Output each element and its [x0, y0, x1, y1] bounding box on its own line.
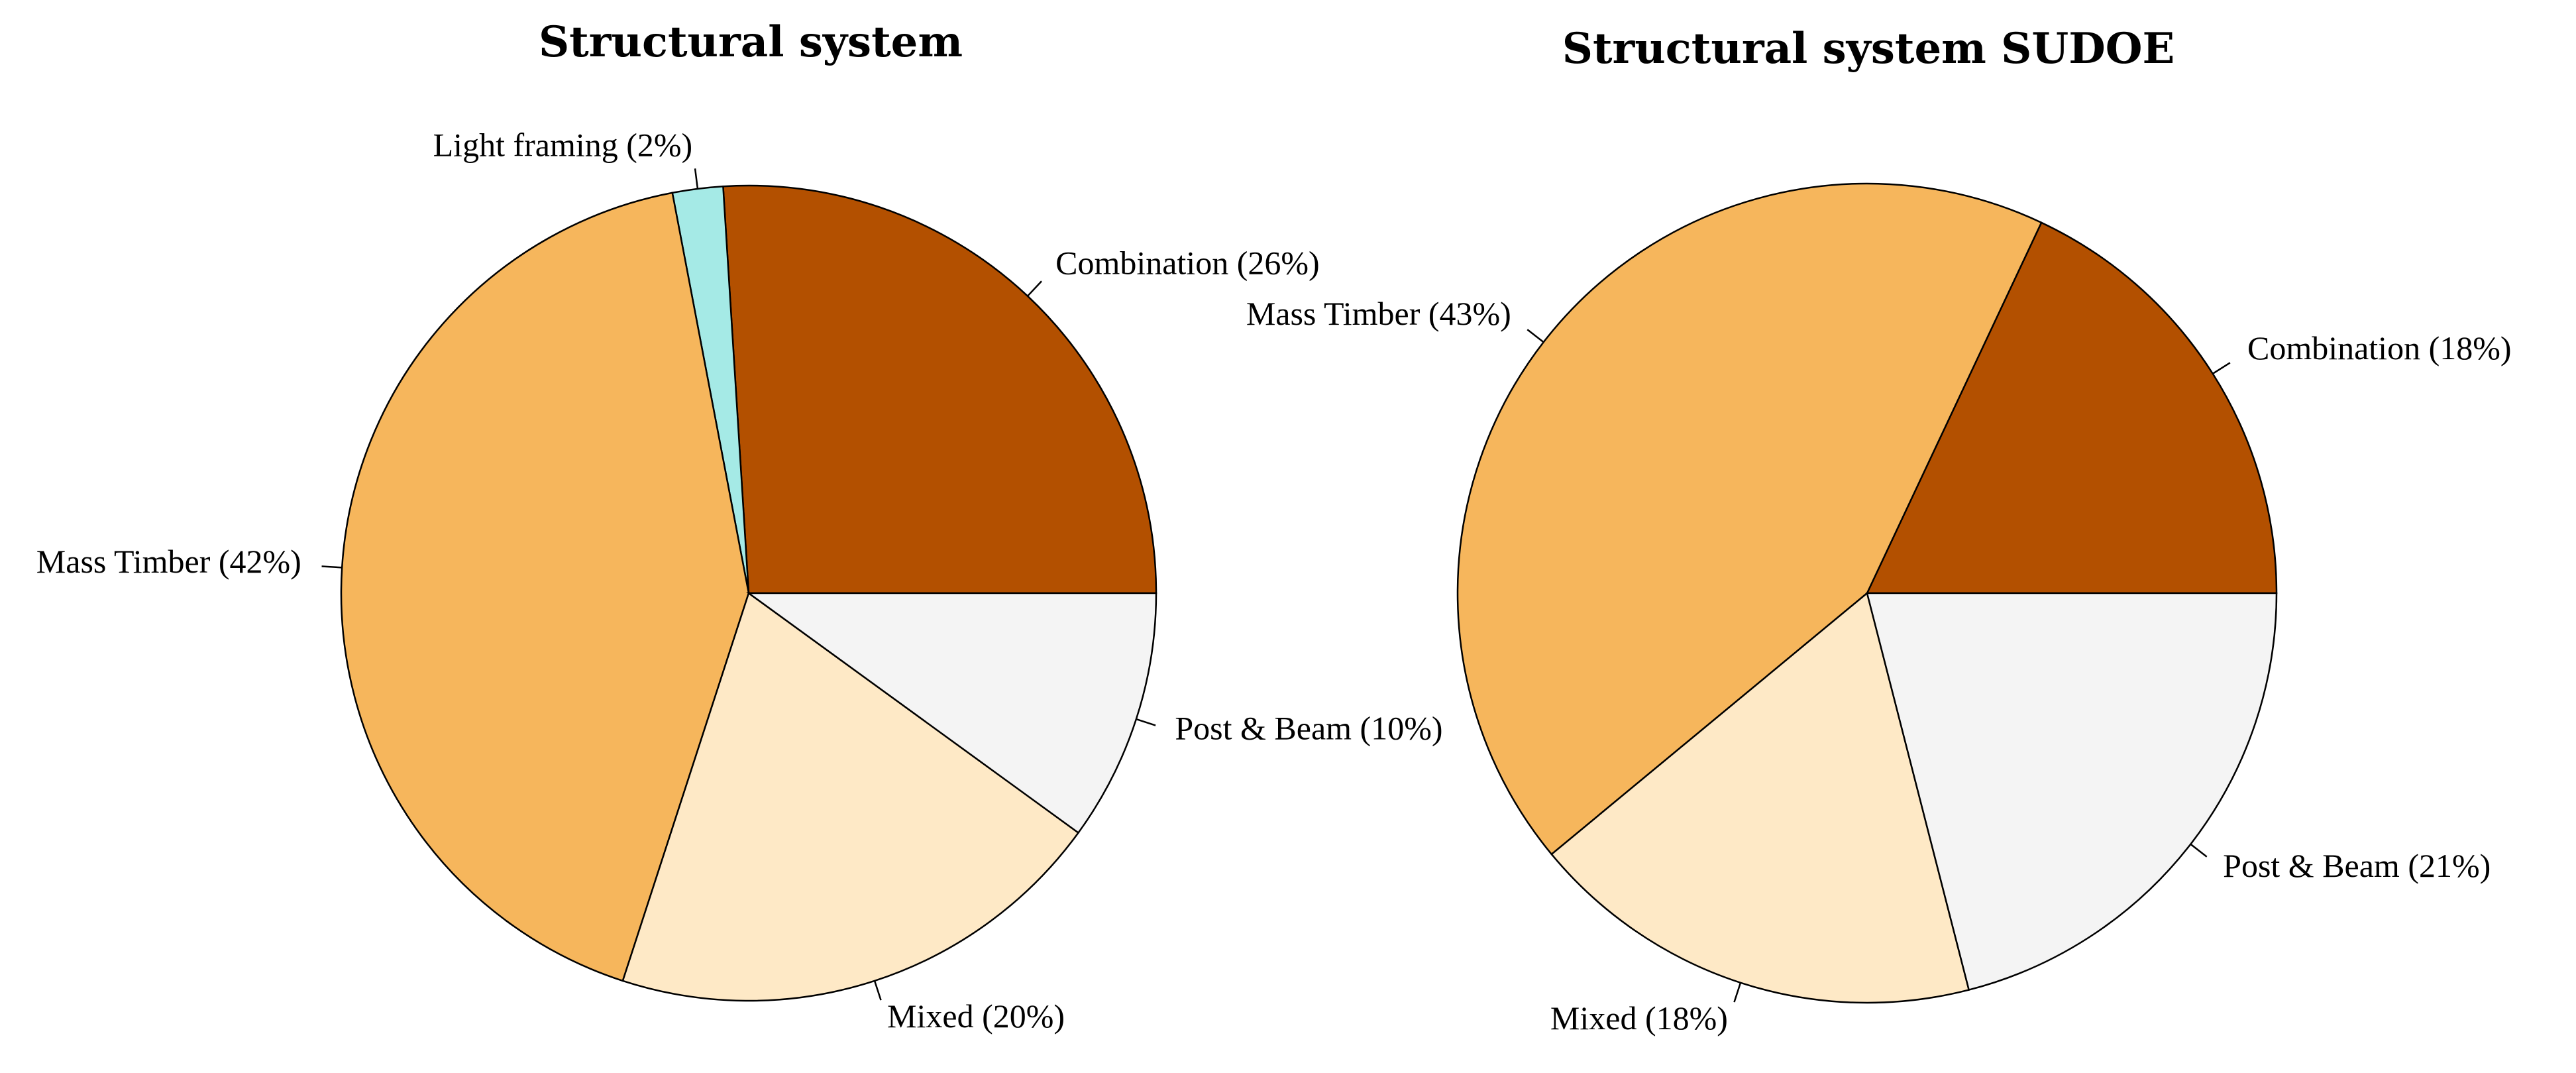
leader-line-light-framing	[694, 168, 699, 190]
leader-line-mass-timber	[1527, 329, 1544, 343]
slice-mass-timber	[340, 192, 750, 982]
slice-post-and-beam	[746, 592, 1157, 834]
leader-line-mass-timber	[321, 565, 343, 569]
slice-post-and-beam	[1866, 592, 2278, 991]
slices	[1456, 182, 2278, 1004]
slice-labels: Combination (26%) Light framing (2%) Mass …	[36, 126, 1443, 1035]
slice-combination	[722, 184, 1157, 594]
slice-label-post-and-beam: Post & Beam (21%)	[2223, 847, 2491, 884]
slice-label-mass-timber: Mass Timber (42%)	[36, 543, 301, 580]
leader-line-combination	[1027, 280, 1042, 297]
slices	[340, 184, 1157, 1002]
slice-label-mixed: Mixed (20%)	[887, 997, 1065, 1035]
slice-mass-timber	[1456, 182, 2043, 856]
leader-lines	[1527, 329, 2231, 1003]
slice-label-light-framing: Light framing (2%)	[433, 126, 693, 163]
leader-line-mixed	[1733, 982, 1742, 1003]
leader-line-post-and-beam	[2190, 843, 2208, 858]
leader-line-post-and-beam	[1136, 718, 1156, 726]
leader-line-combination	[2212, 362, 2231, 374]
slice-label-mass-timber: Mass Timber (43%)	[1246, 295, 1511, 332]
leader-line-mixed	[873, 980, 882, 1001]
chart-title: Structural system	[539, 17, 963, 67]
pie-chart-structural-system-sudoe: Structural system SUDOE Combination (18%…	[1246, 24, 2512, 1037]
slice-label-mixed: Mixed (18%)	[1550, 999, 1728, 1037]
leader-lines	[321, 168, 1156, 1001]
chart-title: Structural system SUDOE	[1562, 24, 2174, 74]
slice-label-combination: Combination (26%)	[1055, 244, 1320, 281]
slice-label-post-and-beam: Post & Beam (10%)	[1175, 710, 1442, 747]
slice-labels: Combination (18%) Mass Timber (43%) Mixed …	[1246, 295, 2512, 1037]
slice-label-combination: Combination (18%)	[2247, 329, 2512, 367]
pie-chart-structural-system: Structural system Combination (26%) Light…	[36, 17, 1443, 1035]
